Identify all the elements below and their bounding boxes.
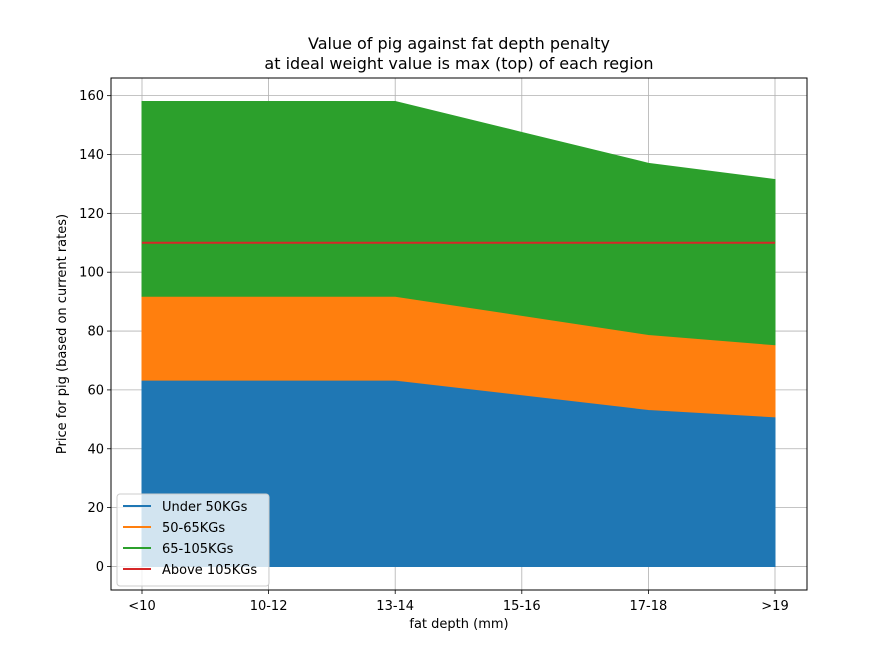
x-tick-label: 10-12 — [250, 599, 288, 614]
y-tick-label: 0 — [96, 560, 104, 575]
area-under-50kgs — [141, 380, 776, 567]
y-tick-label: 20 — [87, 501, 104, 516]
y-tick-label: 40 — [87, 442, 104, 457]
legend-label: Under 50KGs — [162, 500, 248, 515]
legend-label: Above 105KGs — [162, 563, 257, 578]
legend-box — [116, 493, 270, 587]
x-tick-label: 13-14 — [376, 599, 414, 614]
x-tick-label: 17-18 — [630, 599, 668, 614]
y-tick-label: 100 — [79, 266, 104, 281]
chart-title-line-2: at ideal weight value is max (top) of ea… — [264, 54, 653, 73]
x-axis: <10 10-12 13-14 15-16 17-18 >19 — [128, 590, 789, 614]
y-tick-label: 120 — [79, 207, 104, 222]
chart-title-line-1: Value of pig against fat depth penalty — [308, 34, 610, 53]
y-axis-label: Price for pig (based on current rates) — [55, 214, 70, 454]
plot-frame — [110, 77, 808, 591]
y-tick-label: 80 — [87, 325, 104, 340]
x-axis-label: fat depth (mm) — [409, 617, 508, 632]
y-axis: 0 20 40 60 80 100 120 140 160 — [79, 89, 111, 575]
x-tick-label: <10 — [128, 599, 155, 614]
y-tick-label: 140 — [79, 148, 104, 163]
y-tick-label: 60 — [87, 383, 104, 398]
y-tick-label: 160 — [79, 89, 104, 104]
legend-label: 50-65KGs — [162, 521, 225, 536]
legend: Under 50KGs 50-65KGs 65-105KGs Above 105KGs — [116, 493, 270, 587]
x-tick-label: 15-16 — [503, 599, 541, 614]
area-series — [141, 101, 776, 567]
x-tick-label: >19 — [761, 599, 788, 614]
legend-label: 65-105KGs — [162, 542, 234, 557]
